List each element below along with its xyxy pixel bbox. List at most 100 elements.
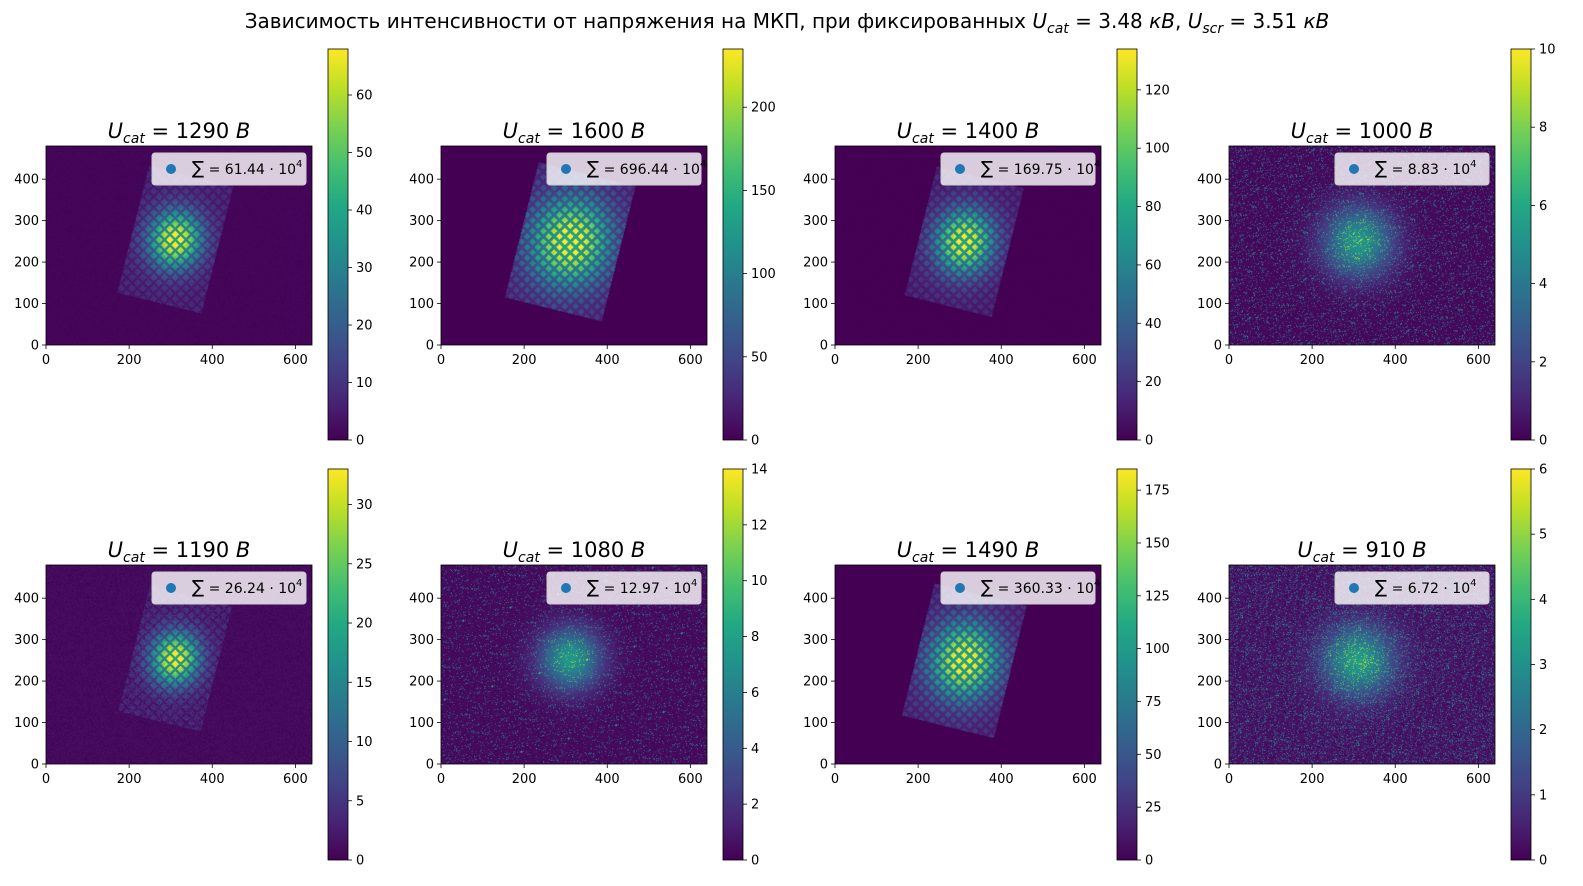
- colorbar: [1116, 48, 1138, 441]
- legend-label: ∑ = 6.72 · 104: [1375, 577, 1477, 598]
- y-tick-label: 100: [803, 297, 828, 312]
- legend-sum-exp: 4: [1470, 159, 1476, 170]
- panel-title-var: U: [897, 538, 912, 562]
- legend-label: ∑ = 12.97 · 104: [587, 577, 697, 598]
- axes-frame: [834, 564, 1102, 765]
- y-tick-label: 400: [409, 592, 434, 607]
- colorbar-tick-label: 14: [751, 463, 768, 478]
- x-tick-label: 600: [678, 353, 703, 368]
- panel-title-sub: cat: [518, 131, 540, 147]
- colorbar-tick-label: 25: [356, 557, 373, 572]
- legend-sum-exp: 4: [1094, 159, 1100, 170]
- colorbar-tick-label: 60: [356, 89, 373, 104]
- figure-suptitle: Зависимость интенсивности от напряжения …: [245, 9, 1330, 37]
- panel-title-value: 1290: [176, 119, 236, 143]
- panel-title-unit: B: [1025, 538, 1039, 562]
- legend-marker: [561, 583, 571, 593]
- colorbar-tick-label: 30: [356, 261, 373, 276]
- legend-sum-eq: =: [599, 581, 620, 597]
- colorbar-tick-label: 0: [356, 854, 364, 869]
- x-tick-label: 600: [678, 772, 703, 787]
- panel-title-var: U: [1297, 538, 1312, 562]
- legend-sum-value: 61.44: [225, 162, 265, 178]
- legend-sum-value: 6.72: [1408, 581, 1439, 597]
- colorbar: [1510, 468, 1532, 861]
- y-tick-label: 0: [1214, 339, 1222, 354]
- panel-title-value: 1600: [571, 119, 631, 143]
- panel-title-var: U: [108, 538, 123, 562]
- panel-title-eq: =: [934, 538, 965, 562]
- legend-label: ∑ = 26.24 · 104: [192, 577, 302, 598]
- colorbar-tick-label: 6: [1539, 463, 1547, 478]
- legend-label: ∑ = 696.44 · 104: [587, 158, 706, 179]
- x-tick-label: 0: [1225, 353, 1233, 368]
- legend-sum-eq: =: [204, 581, 225, 597]
- colorbar-tick-label: 8: [1539, 121, 1547, 136]
- legend-sum-symbol: ∑: [587, 577, 599, 598]
- panel-title-unit: B: [236, 119, 250, 143]
- legend-label: ∑ = 61.44 · 104: [192, 158, 302, 179]
- colorbar-tick-label: 6: [751, 686, 759, 701]
- x-tick-label: 200: [1300, 772, 1325, 787]
- x-tick-label: 400: [595, 772, 620, 787]
- y-tick-label: 300: [14, 633, 39, 648]
- y-tick-label: 200: [409, 675, 434, 690]
- panel-title-var: U: [108, 119, 123, 143]
- legend-sum-mult: · 10: [1063, 581, 1094, 597]
- x-tick-label: 400: [1383, 772, 1408, 787]
- panel-title-sub: cat: [518, 550, 540, 566]
- colorbar-tick-label: 8: [751, 630, 759, 645]
- y-tick-label: 400: [1197, 592, 1222, 607]
- panel-title-eq: =: [540, 119, 571, 143]
- y-tick-label: 100: [1197, 716, 1222, 731]
- x-tick-label: 200: [512, 772, 537, 787]
- legend-sum-eq: =: [993, 581, 1014, 597]
- colorbar: [327, 48, 349, 441]
- x-tick-label: 200: [512, 353, 537, 368]
- colorbar-tick-label: 150: [751, 184, 776, 199]
- legend-sum-eq: =: [1387, 581, 1408, 597]
- colorbar: [1510, 48, 1532, 441]
- y-tick-label: 300: [409, 633, 434, 648]
- panel-title-var: U: [503, 538, 518, 562]
- legend-sum-symbol: ∑: [1375, 158, 1387, 179]
- legend-sum-eq: =: [993, 162, 1014, 178]
- y-tick-label: 0: [426, 758, 434, 773]
- panel-title: Ucat = 1600 B: [503, 119, 646, 147]
- panel-title: Ucat = 1080 B: [503, 538, 646, 566]
- y-tick-label: 400: [1197, 173, 1222, 188]
- colorbar-tick-label: 80: [1145, 200, 1162, 215]
- legend-label: ∑ = 8.83 · 104: [1375, 158, 1477, 179]
- panel-title-value: 910: [1365, 538, 1412, 562]
- y-tick-label: 0: [31, 339, 39, 354]
- panel-title: Ucat = 1190 B: [108, 538, 251, 566]
- y-tick-label: 300: [1197, 633, 1222, 648]
- x-tick-label: 0: [437, 772, 445, 787]
- legend-marker: [1349, 583, 1359, 593]
- colorbar-tick-label: 40: [356, 204, 373, 219]
- legend-sum-value: 12.97: [620, 581, 660, 597]
- x-tick-label: 0: [437, 353, 445, 368]
- x-tick-label: 0: [831, 772, 839, 787]
- panel-title-unit: B: [631, 119, 645, 143]
- colorbar-tick-label: 100: [1145, 142, 1170, 157]
- colorbar-tick-label: 120: [1145, 83, 1170, 98]
- legend-marker: [955, 583, 965, 593]
- panel-title-sub: cat: [912, 550, 934, 566]
- colorbar-tick-label: 0: [1145, 434, 1153, 449]
- colorbar-tick-label: 5: [356, 794, 364, 809]
- legend-box: [940, 571, 1096, 605]
- colorbar-tick-label: 0: [1539, 854, 1547, 869]
- legend-sum-eq: =: [1387, 162, 1408, 178]
- legend-box: [151, 571, 307, 605]
- y-tick-label: 100: [803, 716, 828, 731]
- x-tick-label: 0: [42, 772, 50, 787]
- colorbar-tick-label: 2: [751, 798, 759, 813]
- colorbar-tick-label: 25: [1145, 801, 1162, 816]
- legend-sum-symbol: ∑: [981, 158, 993, 179]
- heatmap-panel: Ucat = 1600 B 0 200 400 600 0 100 200 300 400 ∑ = …: [409, 48, 776, 449]
